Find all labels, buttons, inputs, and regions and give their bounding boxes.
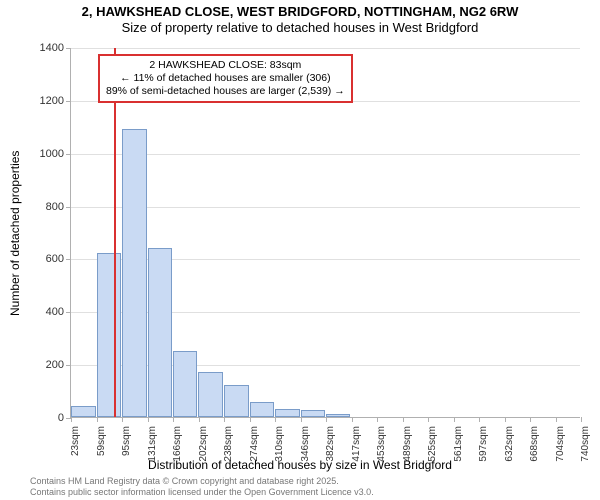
- y-tick-label: 1400: [24, 42, 64, 54]
- x-tick-label: 668sqm: [529, 426, 540, 476]
- footer-line2: Contains public sector information licen…: [30, 487, 374, 498]
- x-tick-mark: [352, 417, 353, 422]
- x-tick-mark: [122, 417, 123, 422]
- x-tick-mark: [581, 417, 582, 422]
- x-tick-label: 95sqm: [121, 426, 132, 476]
- histogram-bar: [198, 372, 223, 417]
- y-tick-mark: [66, 101, 71, 102]
- y-axis-title: Number of detached properties: [8, 150, 22, 315]
- y-tick-label: 400: [24, 306, 64, 318]
- gridline-h: [71, 48, 580, 49]
- annotation-line2: ← 11% of detached houses are smaller (30…: [106, 72, 345, 85]
- x-tick-mark: [505, 417, 506, 422]
- x-tick-label: 59sqm: [96, 426, 107, 476]
- x-tick-label: 453sqm: [376, 426, 387, 476]
- y-tick-label: 1200: [24, 95, 64, 107]
- title-line1: 2, HAWKSHEAD CLOSE, WEST BRIDGFORD, NOTT…: [0, 4, 600, 20]
- footer-line1: Contains HM Land Registry data © Crown c…: [30, 476, 374, 487]
- chart-title: 2, HAWKSHEAD CLOSE, WEST BRIDGFORD, NOTT…: [0, 4, 600, 35]
- x-tick-mark: [454, 417, 455, 422]
- x-tick-label: 310sqm: [274, 426, 285, 476]
- y-tick-mark: [66, 154, 71, 155]
- y-tick-label: 600: [24, 253, 64, 265]
- annotation-line1: 2 HAWKSHEAD CLOSE: 83sqm: [106, 59, 345, 72]
- histogram-bar: [71, 406, 96, 417]
- x-tick-label: 346sqm: [300, 426, 311, 476]
- x-tick-mark: [224, 417, 225, 422]
- y-tick-label: 0: [24, 412, 64, 424]
- x-tick-label: 131sqm: [147, 426, 158, 476]
- y-tick-mark: [66, 312, 71, 313]
- x-tick-label: 489sqm: [402, 426, 413, 476]
- x-tick-label: 382sqm: [325, 426, 336, 476]
- gridline-h: [71, 207, 580, 208]
- annotation-line3: 89% of semi-detached houses are larger (…: [106, 85, 345, 98]
- y-tick-mark: [66, 259, 71, 260]
- x-tick-mark: [403, 417, 404, 422]
- x-tick-label: 597sqm: [478, 426, 489, 476]
- x-tick-mark: [301, 417, 302, 422]
- y-tick-mark: [66, 365, 71, 366]
- histogram-bar: [275, 409, 300, 417]
- x-tick-mark: [173, 417, 174, 422]
- histogram-bar: [250, 402, 275, 417]
- x-tick-mark: [377, 417, 378, 422]
- x-tick-mark: [275, 417, 276, 422]
- histogram-bar: [97, 253, 122, 417]
- title-line2: Size of property relative to detached ho…: [0, 20, 600, 36]
- x-tick-label: 561sqm: [453, 426, 464, 476]
- x-tick-mark: [97, 417, 98, 422]
- plot-area: [70, 48, 580, 418]
- x-tick-mark: [530, 417, 531, 422]
- x-tick-label: 740sqm: [580, 426, 591, 476]
- chart-container: 2, HAWKSHEAD CLOSE, WEST BRIDGFORD, NOTT…: [0, 0, 600, 500]
- footer-attribution: Contains HM Land Registry data © Crown c…: [30, 476, 374, 498]
- histogram-bar: [301, 410, 326, 417]
- x-tick-mark: [326, 417, 327, 422]
- x-tick-label: 202sqm: [198, 426, 209, 476]
- x-tick-label: 23sqm: [70, 426, 81, 476]
- gridline-h: [71, 154, 580, 155]
- x-tick-mark: [71, 417, 72, 422]
- annotation-callout: 2 HAWKSHEAD CLOSE: 83sqm← 11% of detache…: [98, 54, 353, 103]
- histogram-bar: [326, 414, 350, 417]
- x-tick-label: 704sqm: [555, 426, 566, 476]
- histogram-bar: [148, 248, 172, 417]
- histogram-bar: [224, 385, 249, 417]
- x-tick-mark: [148, 417, 149, 422]
- y-tick-label: 1000: [24, 148, 64, 160]
- x-tick-mark: [199, 417, 200, 422]
- x-tick-label: 166sqm: [172, 426, 183, 476]
- x-tick-label: 525sqm: [427, 426, 438, 476]
- y-tick-label: 200: [24, 359, 64, 371]
- x-tick-label: 417sqm: [351, 426, 362, 476]
- histogram-bar: [122, 129, 147, 417]
- x-tick-mark: [250, 417, 251, 422]
- y-tick-mark: [66, 207, 71, 208]
- x-tick-label: 632sqm: [504, 426, 515, 476]
- y-tick-label: 800: [24, 201, 64, 213]
- x-tick-label: 274sqm: [249, 426, 260, 476]
- y-tick-mark: [66, 48, 71, 49]
- x-tick-mark: [428, 417, 429, 422]
- x-tick-mark: [479, 417, 480, 422]
- histogram-bar: [173, 351, 198, 417]
- x-tick-mark: [556, 417, 557, 422]
- x-tick-label: 238sqm: [223, 426, 234, 476]
